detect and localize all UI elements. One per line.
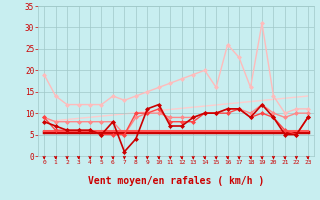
X-axis label: Vent moyen/en rafales ( km/h ): Vent moyen/en rafales ( km/h ) [88, 176, 264, 186]
